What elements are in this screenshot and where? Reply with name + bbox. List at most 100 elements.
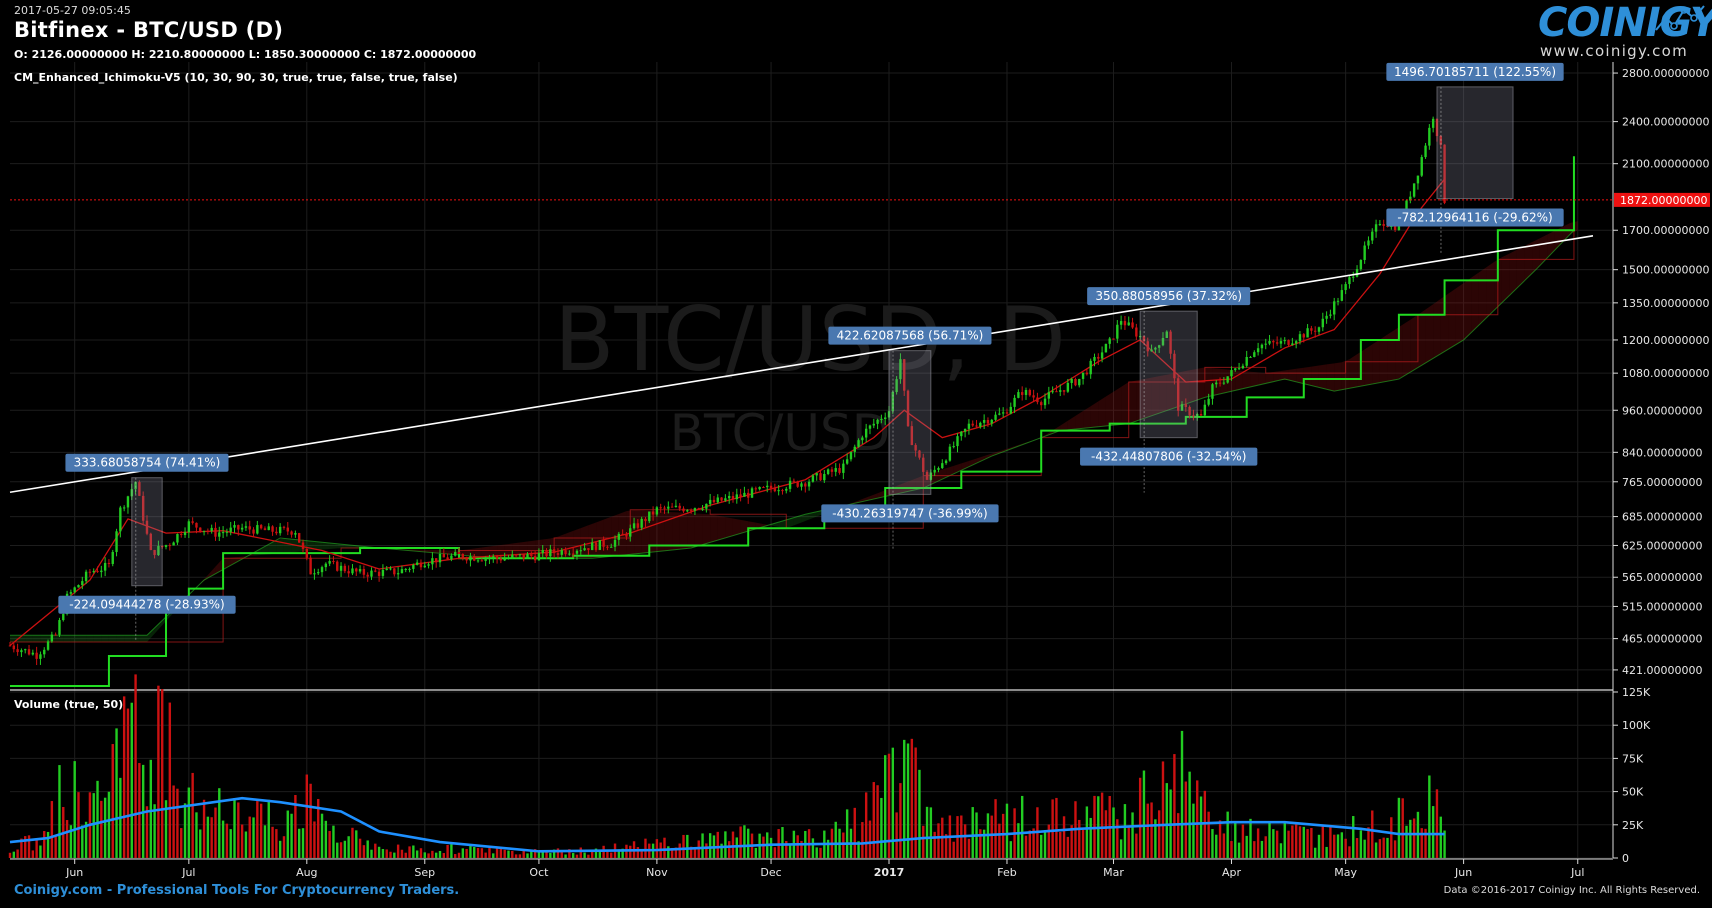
candle-body [1321, 318, 1325, 328]
cloud-segment [1524, 242, 1533, 281]
volume-bar [1043, 830, 1047, 858]
candle-body [849, 451, 853, 460]
volume-bar [1104, 810, 1108, 858]
candle-body [1188, 406, 1191, 416]
candle-body [1085, 372, 1089, 375]
candle-body [963, 428, 967, 432]
candle-body [8, 645, 12, 647]
volume-bar [522, 849, 525, 858]
volume-bar [282, 836, 286, 858]
volume-bar [54, 835, 57, 858]
candle-body [929, 472, 933, 480]
candle-body [594, 542, 598, 550]
candle-body [100, 570, 103, 573]
volume-bar [864, 792, 868, 858]
cloud-segment [1334, 362, 1342, 392]
cloud-segment [215, 558, 224, 574]
volume-bar [1009, 841, 1012, 858]
candle-body [62, 614, 65, 621]
candle-body [1146, 341, 1149, 352]
volume-bar [434, 852, 438, 858]
cloud-segment [443, 550, 452, 555]
price-tick-label: 1700.00000000 [1622, 224, 1709, 237]
volume-bar [526, 853, 529, 858]
candle-body [1226, 376, 1229, 383]
volume-bar [1028, 830, 1032, 858]
candle-body [1397, 224, 1401, 231]
volume-bar [450, 844, 453, 858]
candle-body [88, 571, 92, 573]
candle-body [1378, 224, 1382, 226]
measure-label: 350.88058956 (37.32%) [1087, 287, 1251, 306]
volume-bar [16, 849, 19, 858]
candle-body [834, 468, 837, 472]
price-tick-label: 1350.00000000 [1622, 297, 1709, 310]
logo-chart-icon-dot [1662, 14, 1670, 22]
volume-bar [1123, 804, 1127, 858]
volume-bar [769, 837, 773, 858]
time-tick-label: Feb [997, 866, 1016, 879]
volume-bar [1150, 802, 1153, 858]
candle-body [640, 518, 643, 528]
candle-body [370, 570, 373, 577]
volume-bar [138, 763, 141, 858]
volume-bar [1047, 824, 1051, 858]
candle-body [910, 426, 914, 446]
volume-ma-line [9, 796, 1445, 853]
footer-tagline[interactable]: Coinigy.com - Professional Tools For Cry… [14, 883, 460, 898]
volume-bar [918, 769, 921, 858]
candle-body [1317, 327, 1321, 332]
volume-bar [1040, 834, 1043, 858]
candle-body [636, 523, 640, 528]
volume-bar [24, 836, 27, 858]
measure-label-text: -432.44807806 (-32.54%) [1091, 450, 1246, 464]
cloud-segment [1547, 230, 1555, 258]
candle-body [1043, 398, 1047, 406]
volume-bar [667, 846, 670, 858]
volume-bar [1397, 797, 1401, 858]
candle-body [39, 654, 42, 659]
volume-bar [1234, 823, 1237, 858]
candle-body [1062, 390, 1066, 392]
candle-body [252, 529, 255, 534]
candle-body [857, 440, 860, 447]
candle-body [766, 485, 769, 488]
current-price-tag-label: 1872.00000000 [1620, 194, 1707, 207]
candle-body [457, 552, 461, 554]
candle-body [864, 428, 868, 438]
volume-bar [815, 847, 818, 858]
candle-body [994, 414, 997, 420]
volume-bar [415, 850, 419, 858]
cloud-segment [634, 509, 642, 554]
volume-bar [826, 839, 830, 858]
candle-body [1104, 343, 1108, 353]
volume-bar [221, 820, 225, 858]
volume-bar [1116, 819, 1119, 858]
volume-bar [301, 828, 305, 858]
candle-body [278, 526, 282, 534]
candle-body [590, 542, 594, 551]
volume-label[interactable]: Volume (true, 50) [14, 698, 124, 711]
volume-bar [404, 852, 407, 858]
candle-body [1078, 378, 1081, 386]
volume-bar [347, 836, 350, 858]
candle-body [324, 563, 328, 568]
volume-bar [1215, 834, 1218, 858]
candle-body [1237, 368, 1241, 370]
volume-bar [1131, 812, 1134, 858]
candle-body [1142, 336, 1146, 342]
time-tick-label: Jul [181, 866, 195, 879]
volume-bar [107, 791, 111, 858]
candle-body [735, 494, 738, 500]
cloud-segment [1395, 324, 1403, 380]
candle-body [678, 505, 681, 509]
indicator-label[interactable]: CM_Enhanced_Ichimoku-V5 (10, 30, 90, 30,… [14, 71, 458, 84]
volume-bar [263, 825, 267, 858]
price-tick-label: 421.00000000 [1622, 664, 1702, 677]
volume-bar [686, 834, 689, 858]
cloud-segment [337, 543, 345, 549]
candle-body [248, 526, 251, 530]
volume-bar [172, 785, 175, 858]
volume-bar [339, 842, 343, 858]
